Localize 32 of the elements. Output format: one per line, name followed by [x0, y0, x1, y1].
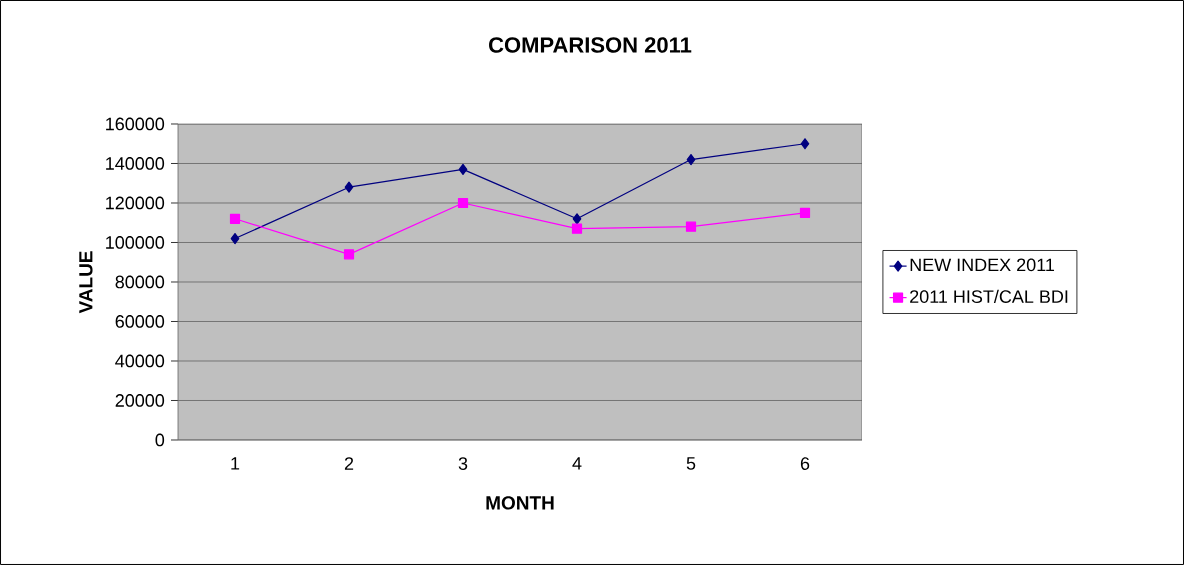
chart-title: COMPARISON 2011	[489, 37, 692, 53]
x-tick-label: 4	[572, 457, 582, 470]
point	[800, 138, 810, 150]
point	[344, 181, 354, 193]
point	[799, 207, 811, 218]
y-tick-label: 100000	[106, 236, 165, 249]
legend-label: 2011 HIST/CAL BDI	[910, 289, 1068, 303]
x-tick-label: 5	[686, 457, 696, 470]
x-tick-label: 2	[344, 457, 354, 470]
y-tick-label: 80000	[115, 275, 165, 289]
x-tick-label: 3	[458, 457, 468, 470]
point	[229, 213, 241, 224]
y-axis-title: VALUE	[79, 251, 93, 314]
point	[571, 223, 583, 234]
point	[458, 163, 468, 176]
y-tick-label: 140000	[106, 157, 165, 170]
x-tick-label: 6	[800, 457, 810, 470]
y-tick-label: 0	[155, 433, 165, 447]
point	[685, 221, 697, 232]
x-axis-title: MONTH	[486, 496, 554, 510]
point	[572, 213, 582, 225]
y-tick-label: 20000	[115, 394, 165, 407]
point	[686, 153, 696, 166]
y-tick-label: 40000	[115, 354, 165, 368]
x-tick-label: 1	[231, 457, 240, 470]
point	[230, 232, 240, 245]
point	[457, 197, 469, 209]
point	[343, 249, 355, 260]
y-tick-label: 160000	[106, 117, 165, 131]
legend-label: NEW INDEX 2011	[910, 258, 1055, 272]
y-tick-label: 120000	[106, 196, 165, 210]
y-tick-label: 60000	[115, 315, 165, 328]
